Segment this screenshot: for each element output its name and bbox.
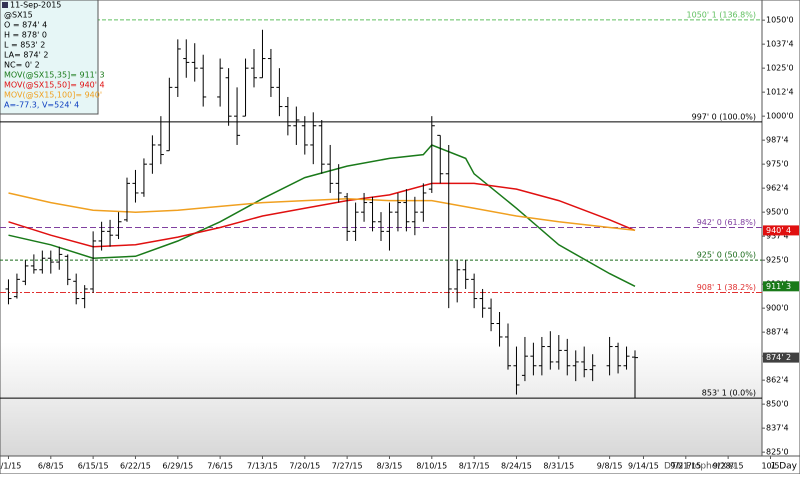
level-label: 942' 0 (61.8%) (697, 218, 756, 227)
level-label: 925' 0 (50.0%) (697, 251, 756, 260)
info-line: NC= 0' 2 (4, 61, 40, 70)
level-label: 997' 0 (100.0%) (692, 112, 756, 121)
price-tag (763, 225, 799, 236)
footer: DTN ProphetX® (664, 462, 736, 472)
y-tick-label: 900'0 (766, 304, 789, 313)
y-tick-label: 1000'0 (766, 112, 794, 121)
period: 1 Day (771, 462, 798, 472)
info-line: 11-Sep-2015 (10, 1, 61, 10)
x-tick-label: 7/20/15 (289, 462, 320, 471)
info-line: MOV(@SX15,50]= 940' 4 (4, 81, 105, 90)
x-tick-label: 9/21/15 (670, 462, 701, 471)
y-tick-label: 962'4 (766, 184, 789, 193)
level-label: 1050' 1 (136.8%) (687, 10, 756, 19)
x-tick-label: 9/8/15 (597, 462, 623, 471)
x-tick-label: 6/8/15 (38, 462, 64, 471)
price-tag-label: 874' 2 (766, 353, 791, 362)
x-tick-label: 8/17/15 (459, 462, 490, 471)
x-tick-label: 10/5 (761, 462, 779, 471)
x-tick-label: 8/10/15 (416, 462, 447, 471)
y-tick-label: 1025'0 (766, 64, 794, 73)
x-tick-label: 6/29/15 (162, 462, 193, 471)
y-tick-label: 1012'4 (766, 88, 794, 97)
price-tag-label: 940' 4 (766, 226, 791, 235)
info-icon (2, 2, 8, 8)
info-line: O = 874' 4 (4, 21, 47, 30)
price-tag-label: 911' 3 (766, 282, 791, 291)
info-line: LA= 874' 2 (4, 51, 48, 60)
y-tick-label: 937'4 (766, 232, 789, 241)
y-tick-label: 925'0 (766, 256, 789, 265)
y-tick-label: 975'0 (766, 160, 789, 169)
x-tick-label: 8/31/15 (543, 462, 574, 471)
x-tick-label: 6/1/15 (0, 462, 21, 471)
info-line: H = 878' 0 (4, 31, 47, 40)
x-tick-label: 8/3/15 (377, 462, 403, 471)
y-tick-label: 862'4 (766, 376, 789, 385)
price-tag (763, 281, 799, 292)
info-line: MOV(@SX15,100]= 940' (4, 91, 102, 100)
info-line: @SX15 (4, 11, 33, 20)
x-tick-label: 7/27/15 (332, 462, 363, 471)
price-tag (763, 352, 799, 363)
y-tick-label: 987'4 (766, 136, 789, 145)
x-tick-label: 9/14/15 (628, 462, 659, 471)
x-tick-label: 6/15/15 (78, 462, 109, 471)
info-line: L = 853' 2 (4, 41, 45, 50)
x-tick-label: 9/28/15 (713, 462, 744, 471)
level-label: 908' 1 (38.2%) (697, 283, 756, 292)
x-tick-label: 8/24/15 (501, 462, 532, 471)
y-tick-label: 1050'0 (766, 16, 794, 25)
y-tick-label: 887'4 (766, 328, 789, 337)
y-tick-label: 825'0 (766, 448, 789, 457)
x-tick-label: 6/22/15 (120, 462, 151, 471)
x-tick-label: 7/6/15 (207, 462, 233, 471)
plot-layer: 1050' 1 (136.8%) 997' 0 (100.0%) 942' 0 (6… (0, 10, 762, 399)
info-box (0, 0, 99, 115)
y-tick-label: 950'0 (766, 208, 789, 217)
info-line: A=-77.3, V=524' 4 (4, 101, 79, 110)
y-tick-label: 1037'4 (766, 40, 794, 49)
moving-average (8, 182, 636, 248)
info-line: MOV(@SX15,35]= 911' 3 (4, 71, 105, 80)
y-tick-label: 850'0 (766, 400, 789, 409)
x-tick-label: 7/13/15 (247, 462, 278, 471)
moving-average (8, 192, 636, 231)
moving-average (8, 144, 636, 287)
level-label: 853' 1 (0.0%) (702, 389, 756, 398)
y-tick-label: 837'4 (766, 424, 789, 433)
